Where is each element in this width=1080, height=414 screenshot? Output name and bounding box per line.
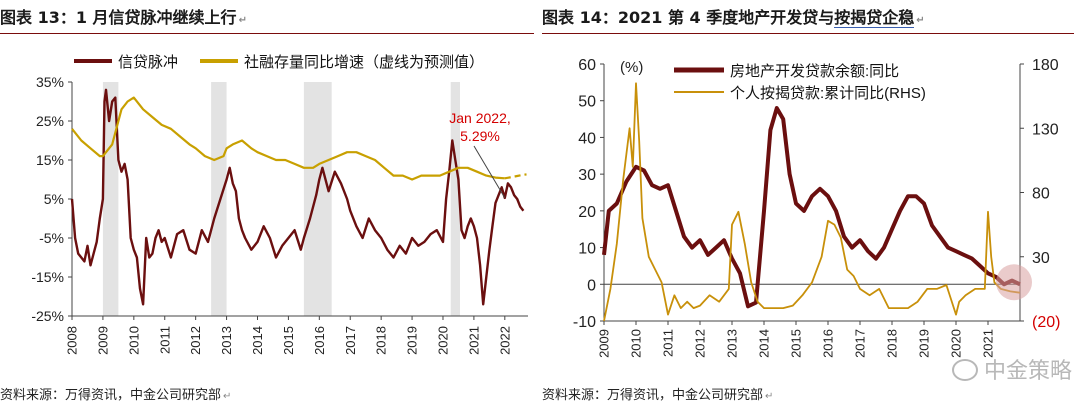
right-y-tick-label-6: 0 <box>587 277 596 294</box>
right-x-tick-label-5: 2014 <box>757 329 772 358</box>
right-x-tick-label-11: 2020 <box>949 329 964 358</box>
right-y-tick-label-2: 40 <box>578 130 596 147</box>
right-source-return-mark: ↵ <box>765 391 774 402</box>
right-y2-tick-label-2: 80 <box>1032 186 1050 203</box>
left-x-tick-label-7: 2015 <box>281 326 296 355</box>
shaded-period-2 <box>303 82 332 316</box>
shaded-period-0 <box>102 82 119 316</box>
right-x-tick-label-2: 2011 <box>661 329 676 357</box>
wechat-icon <box>951 359 978 381</box>
right-chart-panel: 图表 14：2021 第 4 季度地产开发贷与按揭贷企稳 ↵ 60 50 40 30 20… <box>542 0 1080 414</box>
right-x-tick-label-10: 2019 <box>917 329 932 358</box>
right-source-text: 资料来源：万得资讯，中金公司研究部 <box>542 388 764 403</box>
left-x-tick-label-3: 2011 <box>157 326 172 354</box>
shaded-period-1 <box>211 82 227 316</box>
left-source-note: 资料来源：万得资讯，中金公司研究部 ↵ <box>0 384 231 403</box>
left-source-text: 资料来源：万得资讯，中金公司研究部 <box>0 388 222 403</box>
right-source-note: 资料来源：万得资讯，中金公司研究部 ↵ <box>542 384 773 403</box>
left-chart-panel: 图表 13：1 月信贷脉冲继续上行 ↵ 35% 25% 15% 5% -5% -15% -25… <box>0 4 534 403</box>
left-source-return-mark: ↵ <box>223 391 232 402</box>
right-y-tick-label-0: 60 <box>578 57 596 74</box>
shaded-period-3 <box>450 82 460 316</box>
right-y2-tick-label-4: (20) <box>1032 314 1060 331</box>
left-y-tick-label-1: 25% <box>36 113 64 129</box>
left-x-tick-label-8: 2016 <box>312 326 327 355</box>
right-y-tick-label-4: 20 <box>578 204 596 221</box>
left-annotation-pointer <box>473 145 506 199</box>
left-title-rule <box>0 33 534 34</box>
left-figure-title: 图表 13：1 月信贷脉冲继续上行 ↵ <box>0 4 247 28</box>
left-x-tick-label-2: 2010 <box>126 326 141 355</box>
right-y2-tick-label-1: 130 <box>1032 121 1059 138</box>
left-x-tick-label-13: 2021 <box>466 326 481 355</box>
right-endpoint-highlight <box>996 264 1032 301</box>
left-annotation-line2: 5.29% <box>460 128 500 144</box>
left-x-tick-label-4: 2012 <box>188 326 203 355</box>
right-x-tick-label-6: 2015 <box>789 329 804 358</box>
left-x-tick-label-6: 2014 <box>250 326 265 355</box>
left-y-tick-label-3: 5% <box>44 191 64 207</box>
right-series-line-0 <box>602 106 1021 309</box>
left-annotation-line1: Jan 2022, <box>449 110 511 126</box>
right-x-tick-label-9: 2018 <box>885 329 900 358</box>
right-y2-tick-label-0: 180 <box>1032 57 1059 74</box>
left-series-line-1 <box>71 96 505 181</box>
left-legend-label-1: 社融存量同比增速（虚线为预测值） <box>244 54 484 71</box>
right-chart-title-highlight: 按揭贷企稳 <box>834 8 915 28</box>
left-y-tick-label-5: -15% <box>31 269 64 285</box>
right-y2-tick-label-3: 30 <box>1032 250 1050 267</box>
left-x-tick-label-9: 2017 <box>343 326 358 355</box>
left-figure-label: 图表 13： <box>0 8 76 27</box>
right-legend-label-1: 个人按揭贷款:累计同比(RHS) <box>730 85 926 102</box>
right-figure-title: 图表 14：2021 第 4 季度地产开发贷与按揭贷企稳 ↵ <box>542 4 925 28</box>
left-chart-svg: 35% 25% 15% 5% -5% -15% -25%2008 2009 2010 2011 20… <box>31 54 528 355</box>
right-series-line-1 <box>603 82 1021 322</box>
right-title-return-mark: ↵ <box>916 15 925 26</box>
right-y-tick-label-3: 30 <box>578 167 596 184</box>
left-series-line-0 <box>70 88 525 306</box>
left-x-tick-label-10: 2018 <box>374 326 389 355</box>
right-y-tick-label-7: -10 <box>573 314 596 331</box>
right-x-tick-label-7: 2016 <box>821 329 836 358</box>
right-x-tick-label-3: 2012 <box>693 329 708 358</box>
right-x-tick-label-12: 2021 <box>981 329 996 358</box>
right-x-tick-label-0: 2009 <box>597 329 612 358</box>
left-x-tick-label-5: 2013 <box>219 326 234 355</box>
left-legend-label-0: 信贷脉冲 <box>118 54 178 71</box>
right-unit-label: (%) <box>620 59 643 76</box>
left-y-tick-label-2: 15% <box>36 152 64 168</box>
right-chart-title: 2021 第 4 季度地产开发贷与 <box>617 8 835 27</box>
left-x-tick-label-1: 2009 <box>95 326 110 355</box>
right-x-tick-label-4: 2013 <box>725 329 740 358</box>
right-y-tick-label-1: 50 <box>578 94 596 111</box>
right-x-tick-label-1: 2010 <box>629 329 644 358</box>
left-y-tick-label-6: -25% <box>31 308 64 324</box>
left-series-line-2 <box>504 173 527 180</box>
left-x-tick-label-14: 2022 <box>497 326 512 355</box>
left-chart-title: 1 月信贷脉冲继续上行 <box>75 8 237 27</box>
watermark-text: 中金策略 <box>983 359 1072 384</box>
left-y-tick-label-4: -5% <box>39 230 64 246</box>
left-x-tick-label-12: 2020 <box>436 326 451 355</box>
right-title-rule <box>542 33 1074 34</box>
right-legend-label-0: 房地产开发贷款余额:同比 <box>730 62 899 80</box>
right-figure-label: 图表 14： <box>542 8 618 27</box>
left-x-tick-label-11: 2019 <box>405 326 420 355</box>
left-x-tick-label-0: 2008 <box>65 326 80 355</box>
right-x-tick-label-8: 2017 <box>853 329 868 358</box>
right-y-tick-label-5: 10 <box>578 241 596 258</box>
left-title-return-mark: ↵ <box>238 15 247 26</box>
left-y-tick-label-0: 35% <box>36 74 64 90</box>
watermark: 中金策略 <box>951 353 1072 385</box>
